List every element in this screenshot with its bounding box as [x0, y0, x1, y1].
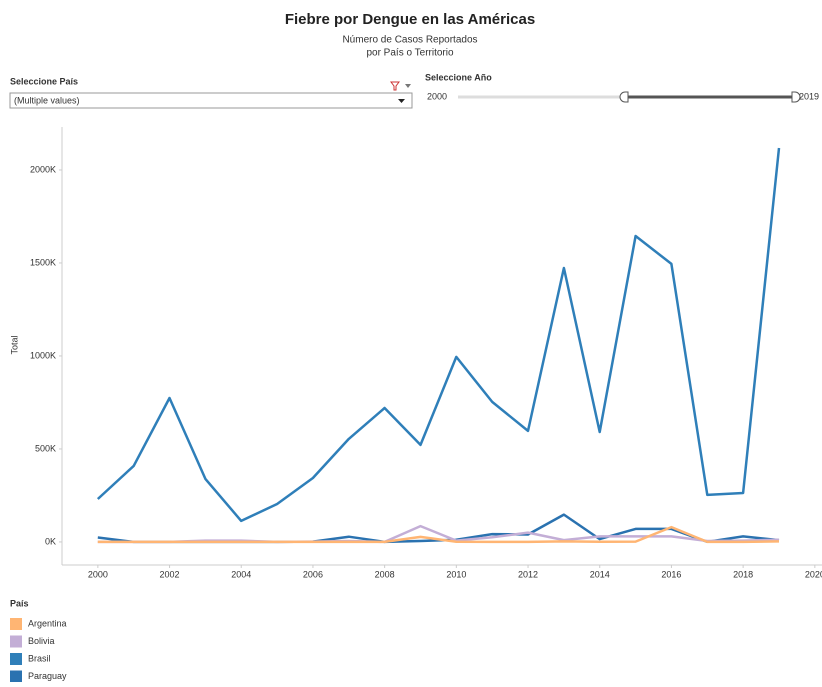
legend-title: País: [10, 598, 29, 608]
x-tick-label: 2008: [375, 569, 395, 579]
y-tick-label: 2000K: [30, 164, 56, 174]
legend-swatch: [10, 618, 22, 630]
title: Fiebre por Dengue en las Américas: [285, 11, 535, 28]
x-tick-label: 2020: [805, 569, 822, 579]
dropdown-box[interactable]: [9, 92, 413, 109]
x-tick-label: 2014: [590, 569, 610, 579]
x-tick-label: 2004: [231, 569, 251, 579]
series-line: [97, 525, 780, 544]
subtitle: Número de Casos Reportados: [342, 35, 477, 46]
slider-max: 2019: [799, 91, 819, 101]
y-axis-title: Total: [9, 335, 19, 354]
legend-label: Brasil: [28, 653, 51, 663]
slider-handle[interactable]: [619, 91, 629, 103]
filter-funnel[interactable]: [390, 81, 400, 91]
filter-menu[interactable]: [405, 84, 411, 88]
x-tick-label: 2018: [733, 569, 753, 579]
y-tick-label: 1000K: [30, 350, 56, 360]
y-tick-label: 0K: [45, 536, 56, 546]
x-tick-label: 2002: [160, 569, 180, 579]
filter-label: Seleccione País: [10, 76, 78, 86]
series-line: [97, 524, 780, 544]
x-tick-label: 2006: [303, 569, 323, 579]
legend-label: Argentina: [28, 618, 67, 628]
legend-swatch: [10, 653, 22, 665]
y-tick-label: 1500K: [30, 257, 56, 267]
country-dropdown[interactable]: (Multiple values): [9, 92, 413, 109]
legend-swatch: [10, 635, 22, 648]
filter-icon[interactable]: [390, 81, 411, 91]
legend-label: Bolivia: [28, 636, 55, 646]
legend-label: Paraguay: [28, 671, 67, 681]
dropdown-arrow[interactable]: [398, 99, 405, 103]
dropdown-value[interactable]: (Multiple values): [14, 95, 80, 105]
slider-min: 2000: [427, 91, 447, 101]
series-line: [96, 147, 781, 523]
slider-handle[interactable]: [791, 91, 801, 103]
x-tick-label: 2010: [446, 569, 466, 579]
x-tick-label: 2000: [88, 569, 108, 579]
legend-swatch: [10, 670, 22, 683]
slider-label: Seleccione Año: [425, 72, 492, 82]
x-tick-label: 2012: [518, 569, 538, 579]
subtitle: por País o Territorio: [366, 48, 454, 59]
y-tick-label: 500K: [35, 443, 56, 453]
x-tick-label: 2016: [661, 569, 681, 579]
